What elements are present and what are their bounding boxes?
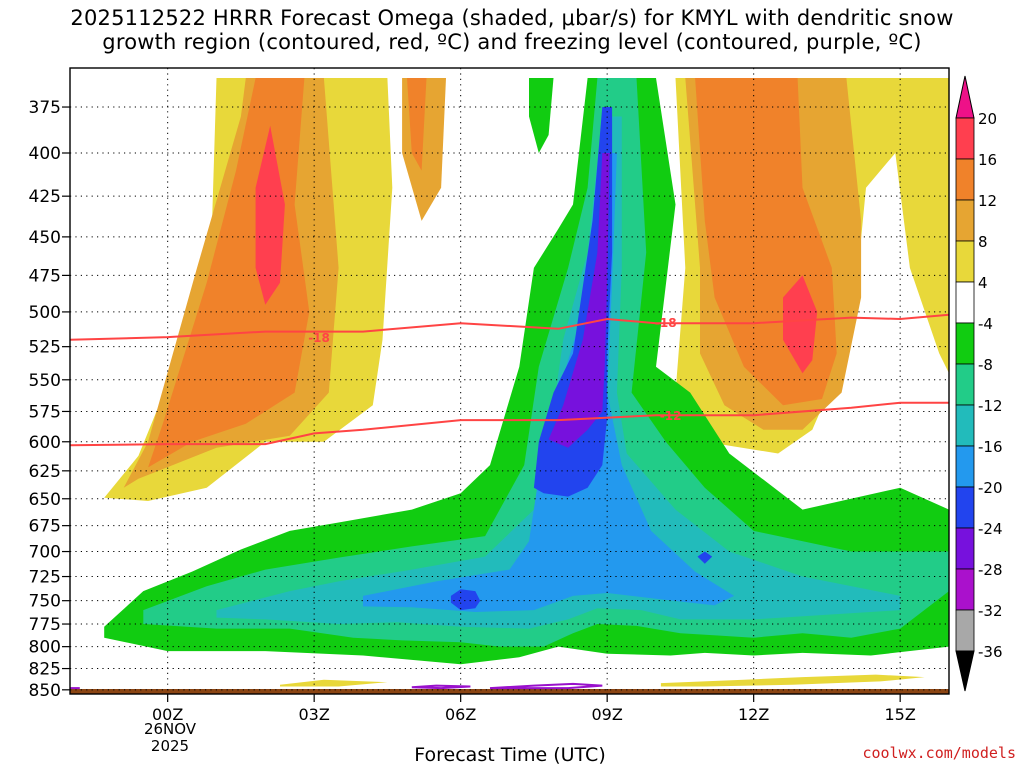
omega-region-19 bbox=[660, 674, 925, 687]
y-tick-label-7: 550 bbox=[29, 371, 61, 391]
colorbar-band-4 bbox=[955, 281, 975, 324]
y-axis: 375 400 425 450 475 500 525 550 575 600 625 650 675 7… bbox=[29, 98, 70, 701]
colorbar-band-2 bbox=[955, 199, 975, 242]
title-line-2: growth region (contoured, red, ºC) and f… bbox=[102, 30, 922, 54]
omega-region-3 bbox=[255, 125, 285, 305]
title-line-1: 2025112522 HRRR Forecast Omega (shaded, … bbox=[70, 6, 954, 30]
y-tick-label-18: 825 bbox=[29, 660, 61, 680]
colorbar-band-12 bbox=[955, 609, 975, 652]
colorbar-band-10 bbox=[955, 527, 975, 570]
colorbar-label-8: -16 bbox=[978, 438, 1003, 456]
colorbar-label-11: -28 bbox=[978, 561, 1003, 579]
dgz-contour-1 bbox=[70, 401, 949, 447]
colorbar-band-1 bbox=[955, 158, 975, 201]
x-tick-label-0: 00Z bbox=[152, 705, 183, 724]
y-tick-label-2: 425 bbox=[29, 187, 61, 207]
y-tick-label-11: 650 bbox=[29, 490, 61, 510]
omega-region-9 bbox=[783, 275, 818, 374]
y-tick-label-0: 375 bbox=[29, 98, 61, 118]
omega-region-16 bbox=[450, 589, 481, 611]
grid-layer bbox=[70, 68, 949, 694]
colorbar-band-5 bbox=[955, 322, 975, 365]
x-axis: 00Z 03Z 06Z 09Z 12Z 15Z bbox=[152, 694, 916, 724]
x-tick-label-1: 03Z bbox=[299, 705, 330, 724]
colorbar-band-6 bbox=[955, 363, 975, 406]
chart-title: 2025112522 HRRR Forecast Omega (shaded, … bbox=[0, 6, 1024, 54]
x-date-year: 2025 bbox=[150, 737, 190, 755]
y-tick-label-17: 800 bbox=[29, 638, 61, 658]
colorbar-label-9: -20 bbox=[978, 479, 1003, 497]
plot-frame bbox=[69, 67, 950, 695]
omega-region-18 bbox=[280, 679, 388, 687]
y-tick-label-9: 600 bbox=[29, 433, 61, 453]
colorbar-label-1: 16 bbox=[978, 151, 997, 169]
x-tick-label-4: 12Z bbox=[738, 705, 769, 724]
y-tick-label-19: 850 bbox=[29, 681, 61, 701]
colorbar-label-7: -12 bbox=[978, 397, 1003, 415]
x-tick-label-3: 09Z bbox=[592, 705, 623, 724]
colorbar-label-10: -24 bbox=[978, 520, 1003, 538]
omega-region-13 bbox=[363, 153, 735, 612]
colorbar-band-8 bbox=[955, 445, 975, 488]
colorbar-band-3 bbox=[955, 240, 975, 283]
y-tick-label-8: 575 bbox=[29, 402, 61, 422]
colorbar: 20 16 12 8 4 -4 -8 -12 -16 -20 -24 -28 -32 -36 bbox=[955, 75, 1003, 692]
ground-strip bbox=[70, 689, 949, 694]
y-tick-label-15: 750 bbox=[29, 592, 61, 612]
colorbar-label-3: 8 bbox=[978, 233, 988, 251]
y-tick-label-16: 775 bbox=[29, 615, 61, 635]
colorbar-band-11 bbox=[955, 568, 975, 611]
x-tick-label-2: 06Z bbox=[445, 705, 476, 724]
credit-link[interactable]: coolwx.com/models bbox=[862, 744, 1016, 762]
colorbar-label-12: -32 bbox=[978, 602, 1003, 620]
dgz-contour-0 bbox=[70, 313, 949, 341]
y-tick-label-14: 725 bbox=[29, 568, 61, 588]
omega-region-15 bbox=[548, 153, 610, 448]
omega-region-5 bbox=[407, 78, 427, 171]
y-tick-label-6: 525 bbox=[29, 338, 61, 358]
contour-label-1: -18 bbox=[655, 316, 677, 330]
x-date-day: 26NOV bbox=[143, 720, 197, 738]
colorbar-bottom-extend bbox=[955, 650, 975, 692]
colorbar-label-4: 4 bbox=[978, 274, 988, 292]
omega-region-17 bbox=[697, 551, 713, 564]
x-date-label: 26NOV 2025 bbox=[120, 721, 220, 755]
y-tick-label-4: 475 bbox=[29, 266, 61, 286]
contour-label-2: -12 bbox=[660, 409, 682, 423]
x-tick-label-5: 15Z bbox=[885, 705, 916, 724]
y-tick-label-10: 625 bbox=[29, 462, 61, 482]
contour-label-0: -18 bbox=[308, 331, 330, 345]
omega-region-11 bbox=[143, 78, 949, 647]
colorbar-label-0: 20 bbox=[978, 110, 997, 128]
colorbar-top-extend bbox=[955, 75, 975, 119]
colorbar-label-13: -36 bbox=[978, 643, 1003, 661]
colorbar-band-7 bbox=[955, 404, 975, 447]
y-tick-label-1: 400 bbox=[29, 144, 61, 164]
y-tick-label-13: 700 bbox=[29, 543, 61, 563]
colorbar-label-5: -4 bbox=[978, 315, 993, 333]
colorbar-label-6: -8 bbox=[978, 356, 993, 374]
y-tick-label-12: 675 bbox=[29, 517, 61, 537]
colorbar-band-9 bbox=[955, 486, 975, 529]
colorbar-band-0 bbox=[955, 117, 975, 160]
x-axis-label: Forecast Time (UTC) bbox=[414, 744, 606, 766]
contour-layer: -18 -18 -12 bbox=[70, 313, 949, 690]
omega-region-20 bbox=[529, 78, 554, 153]
freezing-level-contour-0 bbox=[411, 684, 471, 690]
omega-shading-layer bbox=[70, 78, 949, 694]
y-tick-label-5: 500 bbox=[29, 303, 61, 323]
colorbar-label-2: 12 bbox=[978, 192, 997, 210]
freezing-level-contour-1 bbox=[489, 682, 603, 690]
y-tick-label-3: 450 bbox=[29, 228, 61, 248]
